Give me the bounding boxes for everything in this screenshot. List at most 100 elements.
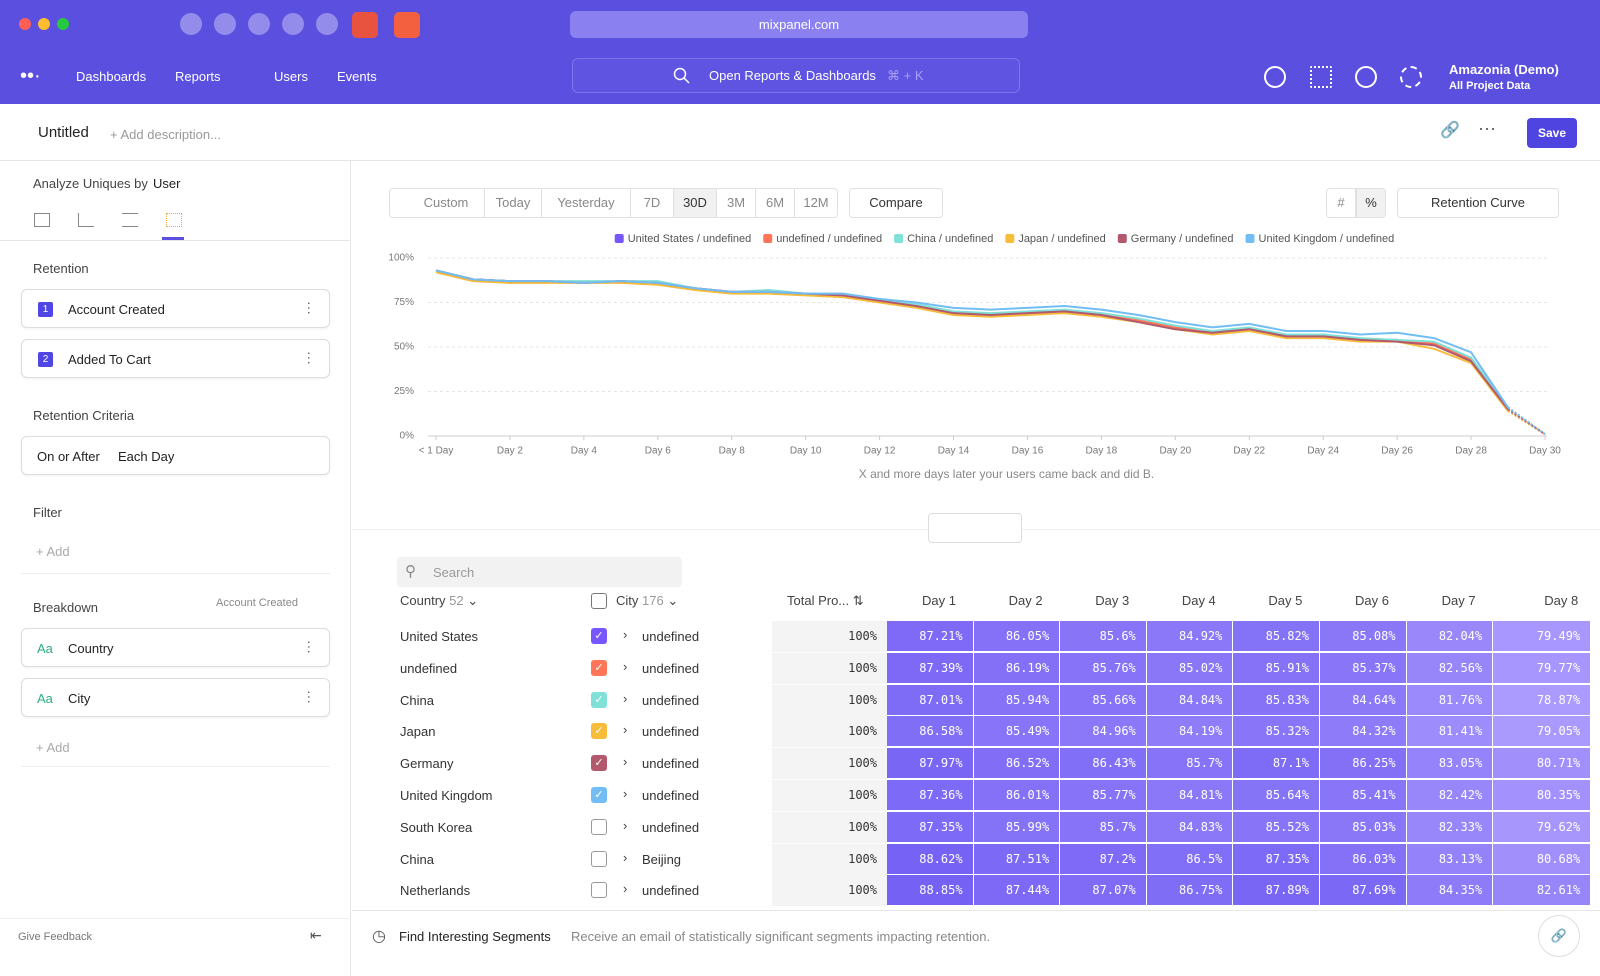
menu-button[interactable]: ···: [307, 351, 313, 365]
help-icon[interactable]: [1355, 66, 1377, 88]
column-header[interactable]: Day 2: [974, 593, 1059, 608]
close-button[interactable]: [19, 18, 31, 30]
criteria-option[interactable]: On or After: [37, 449, 100, 464]
expand-chevron: ›: [623, 786, 627, 801]
select-all-checkbox[interactable]: [591, 593, 607, 609]
column-header[interactable]: Day 7: [1407, 593, 1492, 608]
x-tick-label: Day 30: [1529, 446, 1561, 457]
funnels-tab[interactable]: [78, 213, 94, 227]
column-header[interactable]: Country 52 ⌄: [400, 593, 478, 609]
event-card[interactable]: 2 Added To Cart ···: [21, 339, 330, 378]
date-range-option[interactable]: Yesterday: [541, 188, 631, 218]
nav-link[interactable]: Dashboards: [76, 69, 146, 84]
menu-button[interactable]: ···: [307, 301, 313, 315]
column-header[interactable]: City 176 ⌄: [616, 593, 678, 609]
nav-link[interactable]: Users: [274, 69, 308, 84]
percent-toggle[interactable]: %: [1356, 188, 1386, 218]
row-checkbox[interactable]: ✓: [591, 692, 607, 708]
column-header[interactable]: Day 1: [887, 593, 972, 608]
search-box[interactable]: Open Reports & Dashboards ⌘ + K: [572, 58, 1020, 93]
event-card[interactable]: 1 Account Created ···: [21, 289, 330, 328]
breakdown-card[interactable]: Aa Country ···: [21, 628, 330, 667]
view-select[interactable]: Retention Curve: [1397, 188, 1559, 218]
total-cell: 100%: [772, 875, 887, 906]
retention-cell: 85.82%: [1233, 621, 1319, 652]
tab-icon[interactable]: [352, 12, 378, 38]
date-range-option[interactable]: 3M: [716, 188, 756, 218]
date-range-option[interactable]: 6M: [755, 188, 795, 218]
more-button[interactable]: ···: [1478, 118, 1496, 139]
share-button[interactable]: 🔗: [1538, 915, 1580, 957]
retention-cell: 78.87%: [1493, 685, 1590, 716]
menu-button[interactable]: ···: [307, 690, 313, 704]
number-toggle[interactable]: #: [1326, 188, 1356, 218]
row-checkbox[interactable]: [591, 882, 607, 898]
column-count: 52: [449, 593, 463, 608]
analyze-select[interactable]: User: [153, 176, 180, 191]
row-checkbox[interactable]: ✓: [591, 628, 607, 644]
column-header[interactable]: Total Pro... ⇅: [787, 593, 864, 609]
flows-tab[interactable]: [122, 213, 138, 227]
row-checkbox[interactable]: [591, 851, 607, 867]
column-header[interactable]: Day 6: [1320, 593, 1405, 608]
feedback-link[interactable]: Give Feedback: [18, 931, 92, 943]
breakdown-event[interactable]: Account Created: [216, 597, 298, 609]
criteria-option[interactable]: Each Day: [118, 449, 174, 464]
legend-swatch: [615, 234, 624, 243]
extension-icon[interactable]: [282, 13, 304, 35]
tab-icon[interactable]: [394, 12, 420, 38]
project-name[interactable]: Amazonia (Demo): [1449, 62, 1559, 77]
retention-cell: 85.03%: [1320, 812, 1406, 843]
retention-cell: 85.99%: [974, 812, 1060, 843]
top-bar: mixpanel.com ••· Dashboards Reports User…: [0, 0, 1600, 104]
retention-cell: 85.76%: [1060, 653, 1146, 684]
criteria-card[interactable]: On or After Each Day: [21, 436, 330, 475]
add-button[interactable]: + Add: [36, 740, 70, 755]
link-button[interactable]: 🔗: [1440, 120, 1460, 140]
save-button[interactable]: Save: [1527, 118, 1577, 148]
section-label[interactable]: Retention: [33, 261, 89, 276]
description[interactable]: + Add description...: [110, 127, 221, 142]
date-range-option[interactable]: 30D: [673, 188, 717, 218]
row-checkbox[interactable]: ✓: [591, 755, 607, 771]
extension-icon[interactable]: [214, 13, 236, 35]
logo[interactable]: ••·: [20, 72, 41, 80]
nav-link[interactable]: Reports: [175, 69, 221, 84]
add-button[interactable]: + Add: [36, 544, 70, 559]
date-range-option[interactable]: 12M: [794, 188, 838, 218]
date-range-option[interactable]: Today: [484, 188, 542, 218]
address-bar[interactable]: mixpanel.com: [570, 11, 1028, 38]
column-header[interactable]: Day 5: [1233, 593, 1318, 608]
column-header[interactable]: Day 3: [1060, 593, 1145, 608]
row-checkbox[interactable]: [591, 819, 607, 835]
layout-toggle[interactable]: [928, 513, 1022, 543]
table-search[interactable]: ⚲ Search: [397, 557, 682, 587]
date-range-option[interactable]: Custom: [389, 188, 485, 218]
nav-link[interactable]: Events: [337, 69, 377, 84]
footer-title[interactable]: Find Interesting Segments: [399, 929, 551, 944]
menu-button[interactable]: ···: [307, 640, 313, 654]
extension-icon[interactable]: [316, 13, 338, 35]
retention-cell: 87.01%: [887, 685, 973, 716]
retention-tab[interactable]: [166, 213, 182, 227]
settings-icon[interactable]: [1400, 66, 1422, 88]
zoom-button[interactable]: [57, 18, 69, 30]
apps-icon[interactable]: [1310, 66, 1332, 88]
column-header[interactable]: Day 8: [1493, 593, 1578, 608]
city-cell: undefined: [642, 788, 699, 803]
row-checkbox[interactable]: ✓: [591, 723, 607, 739]
row-checkbox[interactable]: ✓: [591, 787, 607, 803]
extension-icon[interactable]: [180, 13, 202, 35]
collapse-button[interactable]: ⇤: [310, 927, 322, 944]
insights-tab[interactable]: [34, 213, 50, 227]
minimize-button[interactable]: [38, 18, 50, 30]
date-range-option[interactable]: 7D: [630, 188, 674, 218]
report-header: Untitled + Add description... 🔗 ··· Save: [0, 104, 1600, 161]
report-title[interactable]: Untitled: [38, 124, 89, 141]
column-header[interactable]: Day 4: [1147, 593, 1232, 608]
data-icon[interactable]: [1264, 66, 1286, 88]
compare-button[interactable]: Compare: [849, 188, 943, 218]
breakdown-card[interactable]: Aa City ···: [21, 678, 330, 717]
extension-icon[interactable]: [248, 13, 270, 35]
row-checkbox[interactable]: ✓: [591, 660, 607, 676]
